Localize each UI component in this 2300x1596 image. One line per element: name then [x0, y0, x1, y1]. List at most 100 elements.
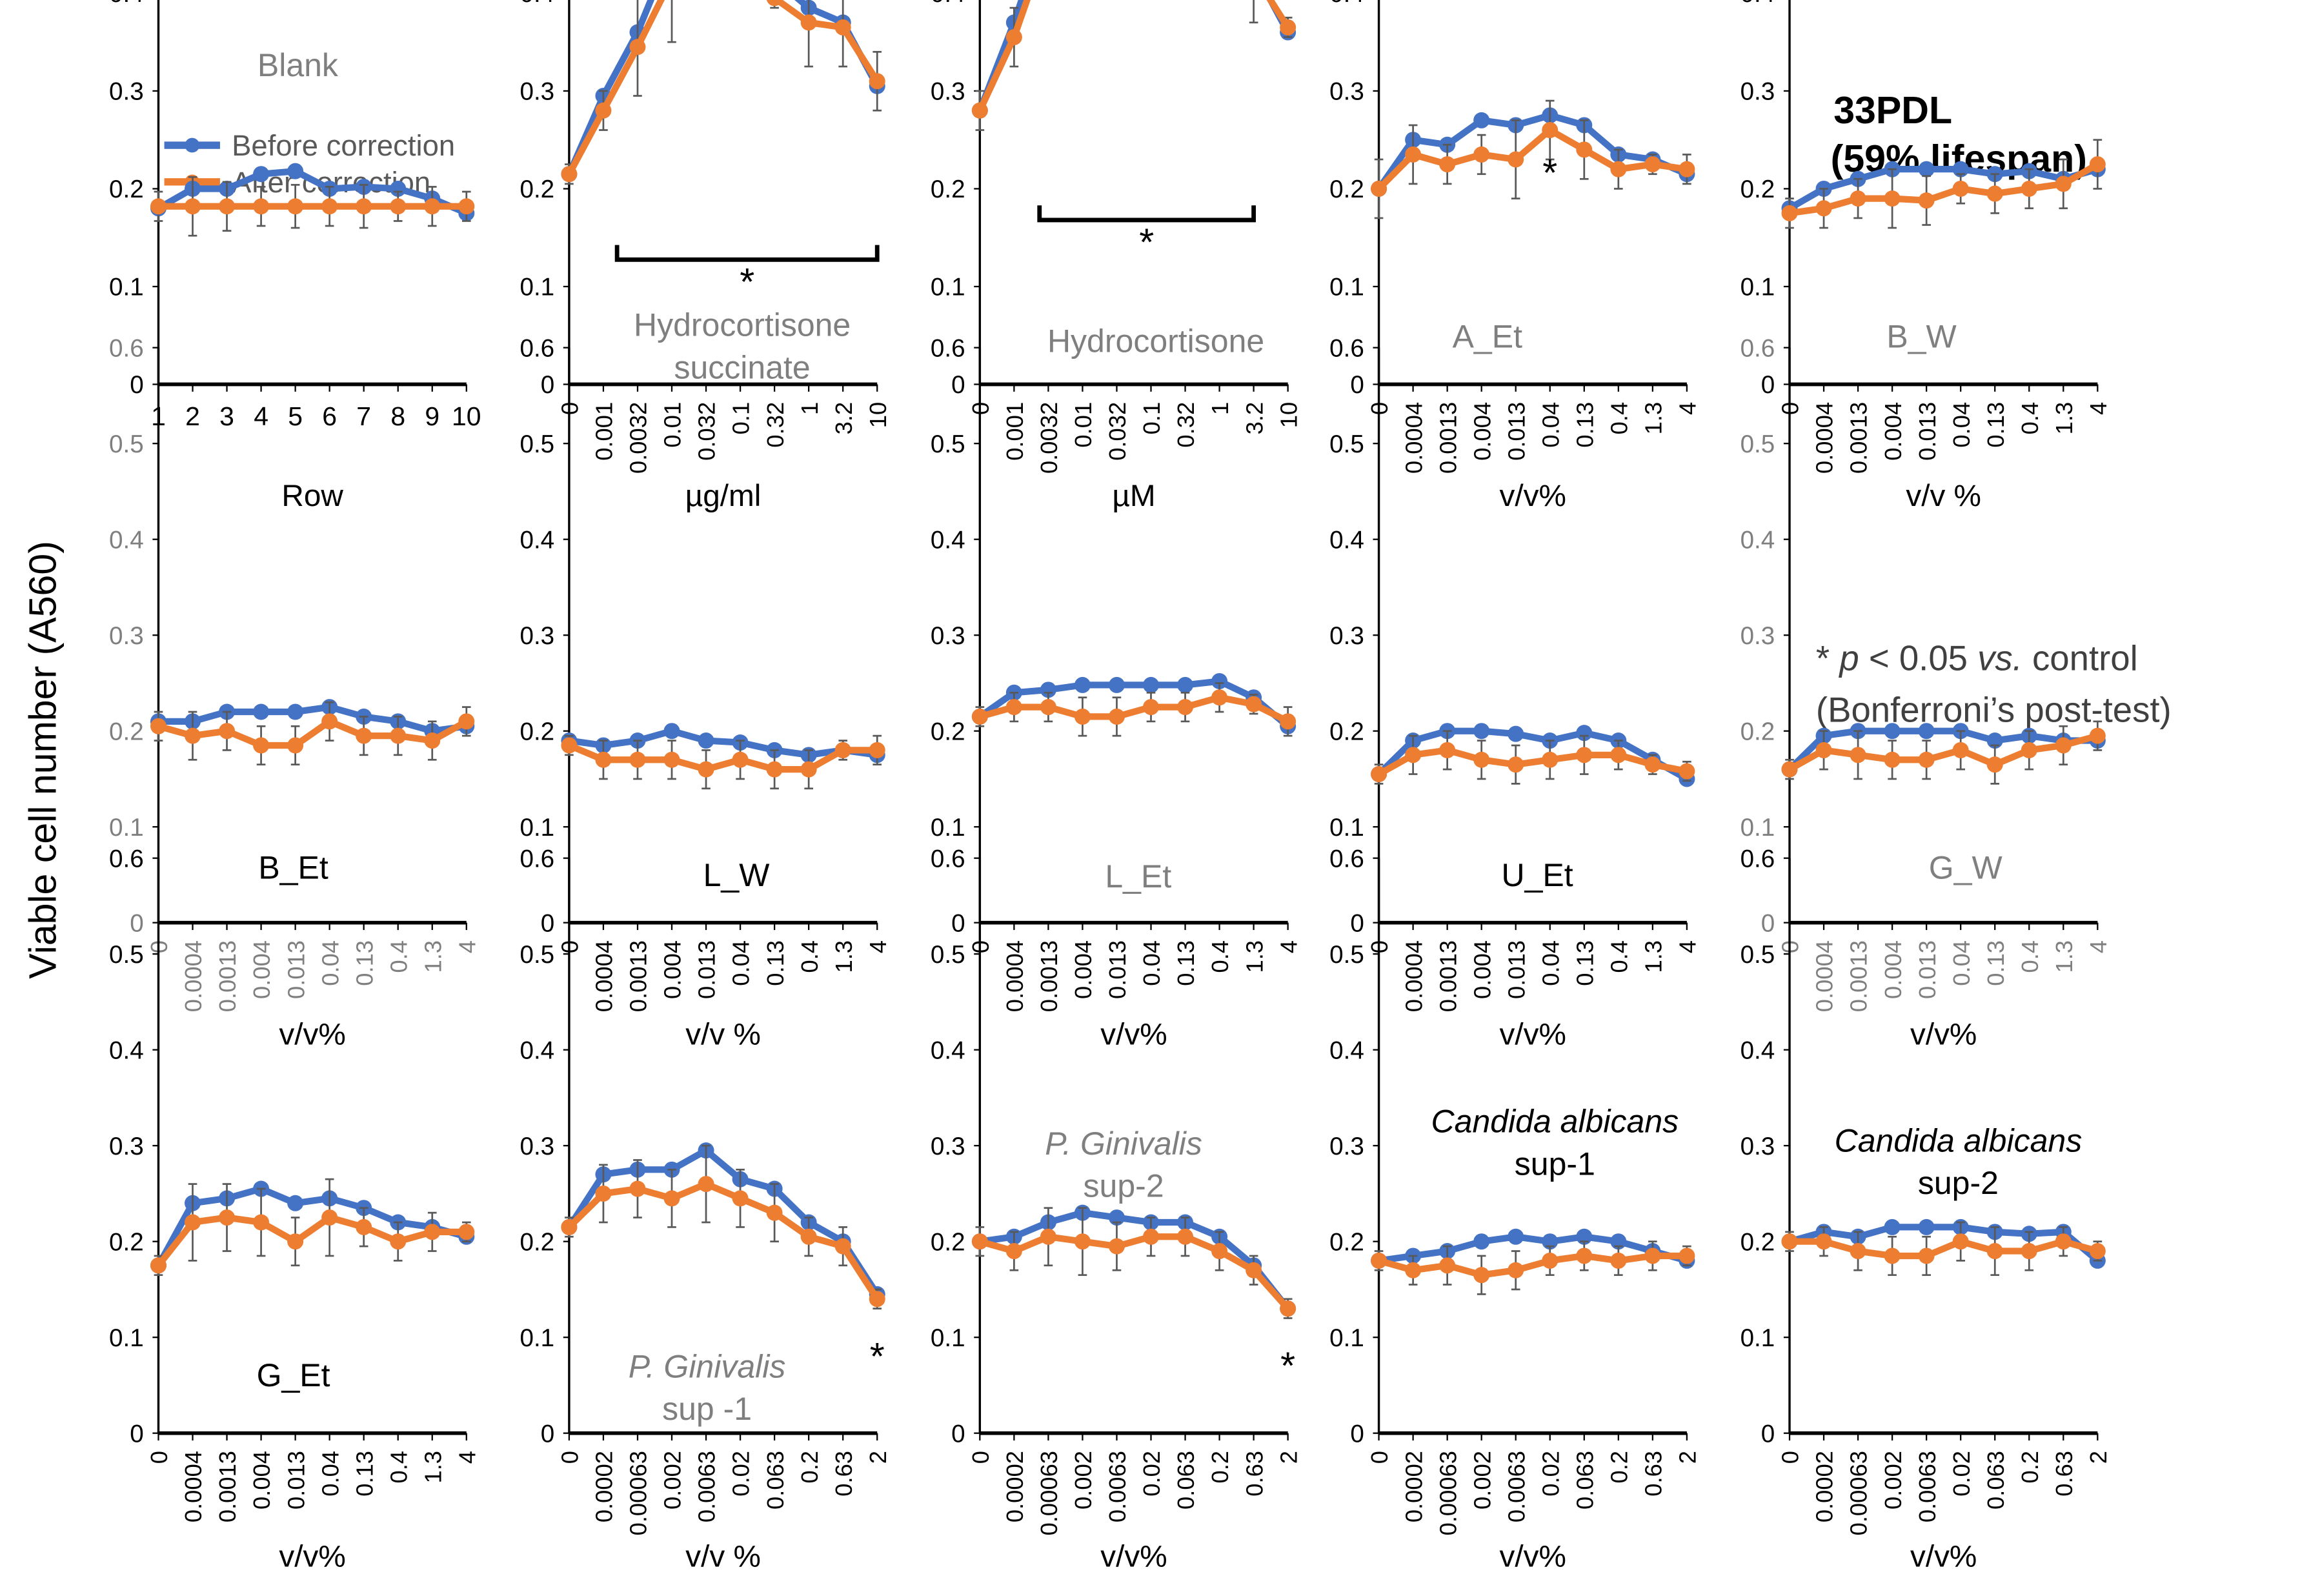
y-tick-label: 0.2: [520, 176, 554, 203]
y-tick-label: 0.5: [931, 430, 965, 458]
y-tick-label: 0.4: [520, 526, 554, 554]
data-point: [1576, 747, 1593, 763]
data-point: [2021, 180, 2037, 197]
y-tick-label: 0.4: [109, 1036, 144, 1064]
x-tick-label: 0.63: [2051, 1451, 2077, 1497]
panel-hydrocortisone: 00.10.20.30.40.50.600.0010.00320.010.032…: [931, 0, 1302, 513]
legend-before-marker: [185, 137, 200, 153]
x-tick-label: 0.0063: [694, 1451, 720, 1522]
panel-title: Hydrocortisone: [634, 307, 851, 343]
x-tick-label: 1.3: [419, 1451, 446, 1484]
x-tick-label: 0.004: [1469, 940, 1495, 999]
data-point: [1952, 742, 1969, 758]
y-tick-label: 0.3: [520, 622, 554, 650]
y-tick-label: 0.2: [1329, 176, 1364, 203]
data-point: [766, 0, 783, 6]
data-point: [150, 198, 166, 215]
x-tick-label: 0.02: [1537, 1451, 1564, 1497]
x-tick-label: 0.001: [591, 402, 618, 461]
data-point: [1280, 713, 1296, 730]
y-tick-label: 0.5: [1740, 941, 1775, 969]
legend-before-label: Before correction: [232, 129, 455, 162]
x-tick-label: 2: [1275, 1451, 1302, 1464]
series-after-correction: [561, 1144, 885, 1310]
series-after-correction: [1781, 1221, 2106, 1277]
x-tick-label: 2: [865, 1451, 891, 1464]
x-tick-label: 0.00063: [625, 1451, 652, 1535]
series-after-correction: [561, 0, 885, 185]
data-point: [1679, 161, 1695, 177]
y-tick-label: 0: [541, 371, 554, 399]
data-point: [1850, 190, 1866, 207]
y-tick-label: 0.2: [520, 1228, 554, 1256]
y-tick-label: 0.5: [520, 941, 554, 969]
y-tick-label: 0.4: [1740, 1036, 1775, 1064]
panel-title: sup -1: [662, 1391, 752, 1427]
y-tick-label: 0.5: [520, 430, 554, 458]
y-tick-label: 0: [1350, 1420, 1364, 1448]
series-line: [1788, 1224, 2100, 1264]
x-tick-label: 0.0013: [1846, 940, 1872, 1012]
y-tick-label: 0.3: [1740, 1133, 1775, 1160]
x-tick-label: 0.0013: [625, 940, 652, 1012]
y-tick-label: 0: [541, 1420, 554, 1448]
x-tick-label: 0.2: [1606, 1451, 1632, 1484]
y-tick-label: 0.3: [1740, 622, 1775, 650]
y-tick-label: 0.4: [1329, 1036, 1364, 1064]
x-tick-label: 0.0013: [214, 940, 241, 1012]
data-point: [1143, 699, 1160, 716]
data-point: [185, 1214, 201, 1231]
y-tick-label: 0: [1350, 371, 1364, 399]
x-tick-label: 0.13: [351, 1451, 378, 1497]
data-point: [1473, 146, 1490, 163]
panel-hydrocortisone-succinate: 00.10.20.30.40.50.600.0010.00320.010.032…: [520, 0, 891, 513]
y-tick-label: 0.5: [1329, 430, 1364, 458]
data-point: [1781, 761, 1798, 778]
panel-candida-albicans-sup-2: 0 0.1 0.2 0.3 0.4 0.5 0.6 0 0.0002 0.00063 0.002 0.…: [1740, 845, 2112, 1573]
data-point: [1371, 1252, 1387, 1269]
x-tick-label: 0.0013: [1435, 940, 1461, 1012]
series-line: [1378, 1233, 1688, 1264]
y-tick-label: 0.1: [109, 274, 144, 301]
x-tick-label: 10: [865, 402, 891, 428]
x-tick-label: 0.004: [248, 940, 275, 999]
data-point: [1040, 682, 1056, 698]
x-tick-label: 0.032: [694, 402, 720, 461]
data-point: [356, 1218, 372, 1235]
x-tick-label: 7: [356, 401, 371, 431]
x-tick-label: 0.02: [1948, 1451, 1975, 1497]
x-axis-label: v/v%: [279, 1017, 345, 1051]
sig-star: *: [1816, 639, 1830, 678]
y-tick-label: 0.2: [931, 1228, 965, 1256]
data-point: [185, 198, 201, 215]
x-tick-label: 0.032: [1104, 402, 1131, 461]
x-tick-label: 0: [967, 1451, 994, 1464]
y-tick-label: 0.1: [109, 1324, 144, 1352]
data-point: [253, 737, 270, 754]
x-tick-label: 0.001: [1002, 402, 1028, 461]
x-tick-label: 0.04: [1138, 940, 1165, 986]
data-point: [629, 39, 646, 56]
x-tick-label: 3: [219, 401, 234, 431]
x-tick-label: 0.0063: [1914, 1451, 1941, 1522]
x-tick-label: 0.0013: [214, 1451, 241, 1522]
y-tick-label: 0.1: [520, 814, 554, 842]
data-point: [1108, 676, 1125, 693]
y-tick-label: 0.2: [1329, 1228, 1364, 1256]
x-tick-label: 0.0004: [1400, 402, 1427, 474]
x-tick-label: 0.04: [1537, 940, 1564, 986]
data-point: [1439, 1257, 1456, 1274]
x-tick-label: 9: [425, 401, 439, 431]
series-after-correction: [1781, 139, 2106, 229]
x-tick-label: 0: [1366, 1451, 1393, 1464]
panel-l-et: 0 0.1 0.2 0.3 0.4 0.5 0.6 0 0.0004 0.0013 0.004 0.0…: [931, 334, 1302, 1051]
significance-star: *: [740, 261, 754, 303]
data-point: [458, 713, 475, 730]
series-line: [567, 1180, 880, 1301]
data-point: [1850, 747, 1866, 763]
data-point: [1576, 141, 1593, 158]
data-point: [629, 1180, 646, 1197]
data-point: [800, 14, 817, 31]
panel-blank: 00.10.20.30.40.50.612345678910RowBlank: [109, 0, 481, 513]
y-tick-label: 0.3: [109, 622, 144, 650]
